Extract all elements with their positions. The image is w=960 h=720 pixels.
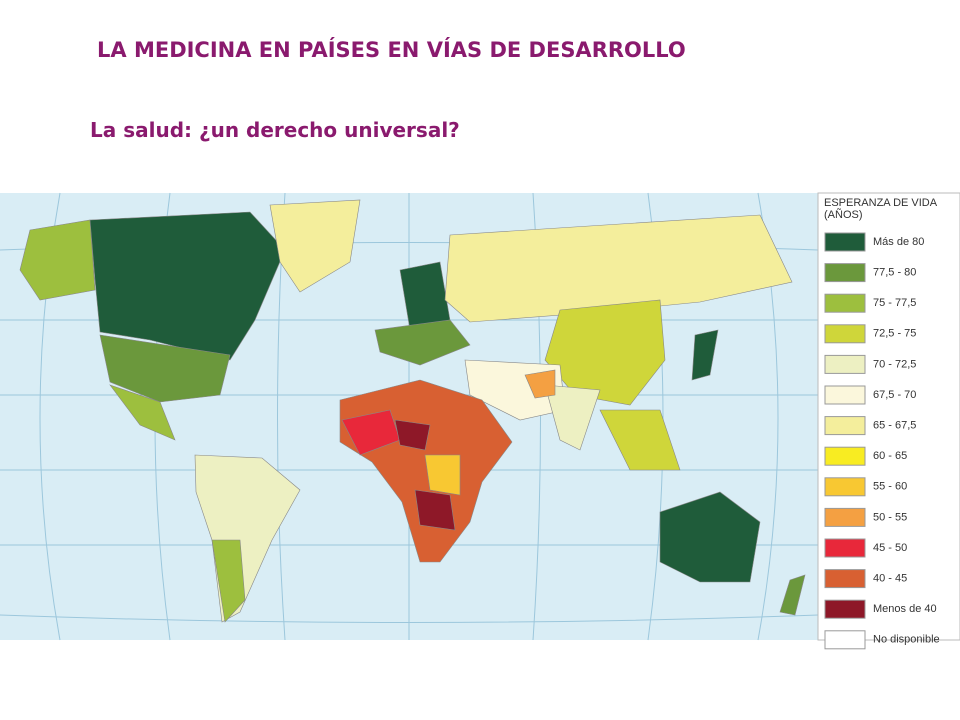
legend-swatch [824, 507, 866, 527]
land [19, 199, 806, 623]
legend-swatch [824, 263, 866, 283]
title: LA MEDICINA EN PAÍSES EN VÍAS DE DESARRO… [97, 38, 686, 62]
legend-label: 50 - 55 [873, 511, 907, 523]
legend-label: No disponible [873, 634, 940, 646]
legend-label: 72,5 - 75 [873, 328, 916, 340]
legend-swatch [824, 630, 866, 650]
legend-label: 55 - 60 [873, 481, 907, 493]
legend-label: 70 - 72,5 [873, 358, 916, 370]
legend-swatch [824, 446, 866, 466]
legend-swatch [824, 232, 866, 252]
legend-swatch [824, 538, 866, 558]
legend-label: 65 - 67,5 [873, 420, 916, 432]
legend-label: Menos de 40 [873, 603, 937, 615]
legend-swatch [824, 324, 866, 344]
legend-swatch [824, 416, 866, 436]
legend-swatch [824, 293, 866, 313]
legend-label: Más de 80 [873, 236, 924, 248]
legend-swatch [824, 354, 866, 374]
legend-swatch [824, 385, 866, 405]
legend-label: 60 - 65 [873, 450, 907, 462]
legend-label: 45 - 50 [873, 542, 907, 554]
legend-swatch [824, 477, 866, 497]
legend-swatch [824, 569, 866, 589]
legend-swatch [824, 599, 866, 619]
legend-label: 67,5 - 70 [873, 389, 916, 401]
subtitle: La salud: ¿un derecho universal? [90, 118, 460, 142]
legend-title: (AÑOS) [824, 208, 863, 221]
legend-label: 40 - 45 [873, 573, 907, 585]
legend-title: ESPERANZA DE VIDA [824, 197, 938, 209]
legend-label: 77,5 - 80 [873, 267, 916, 279]
legend: ESPERANZA DE VIDA(AÑOS) Más de 80 77,5 - 8… [824, 197, 940, 650]
legend-label: 75 - 77,5 [873, 297, 916, 309]
